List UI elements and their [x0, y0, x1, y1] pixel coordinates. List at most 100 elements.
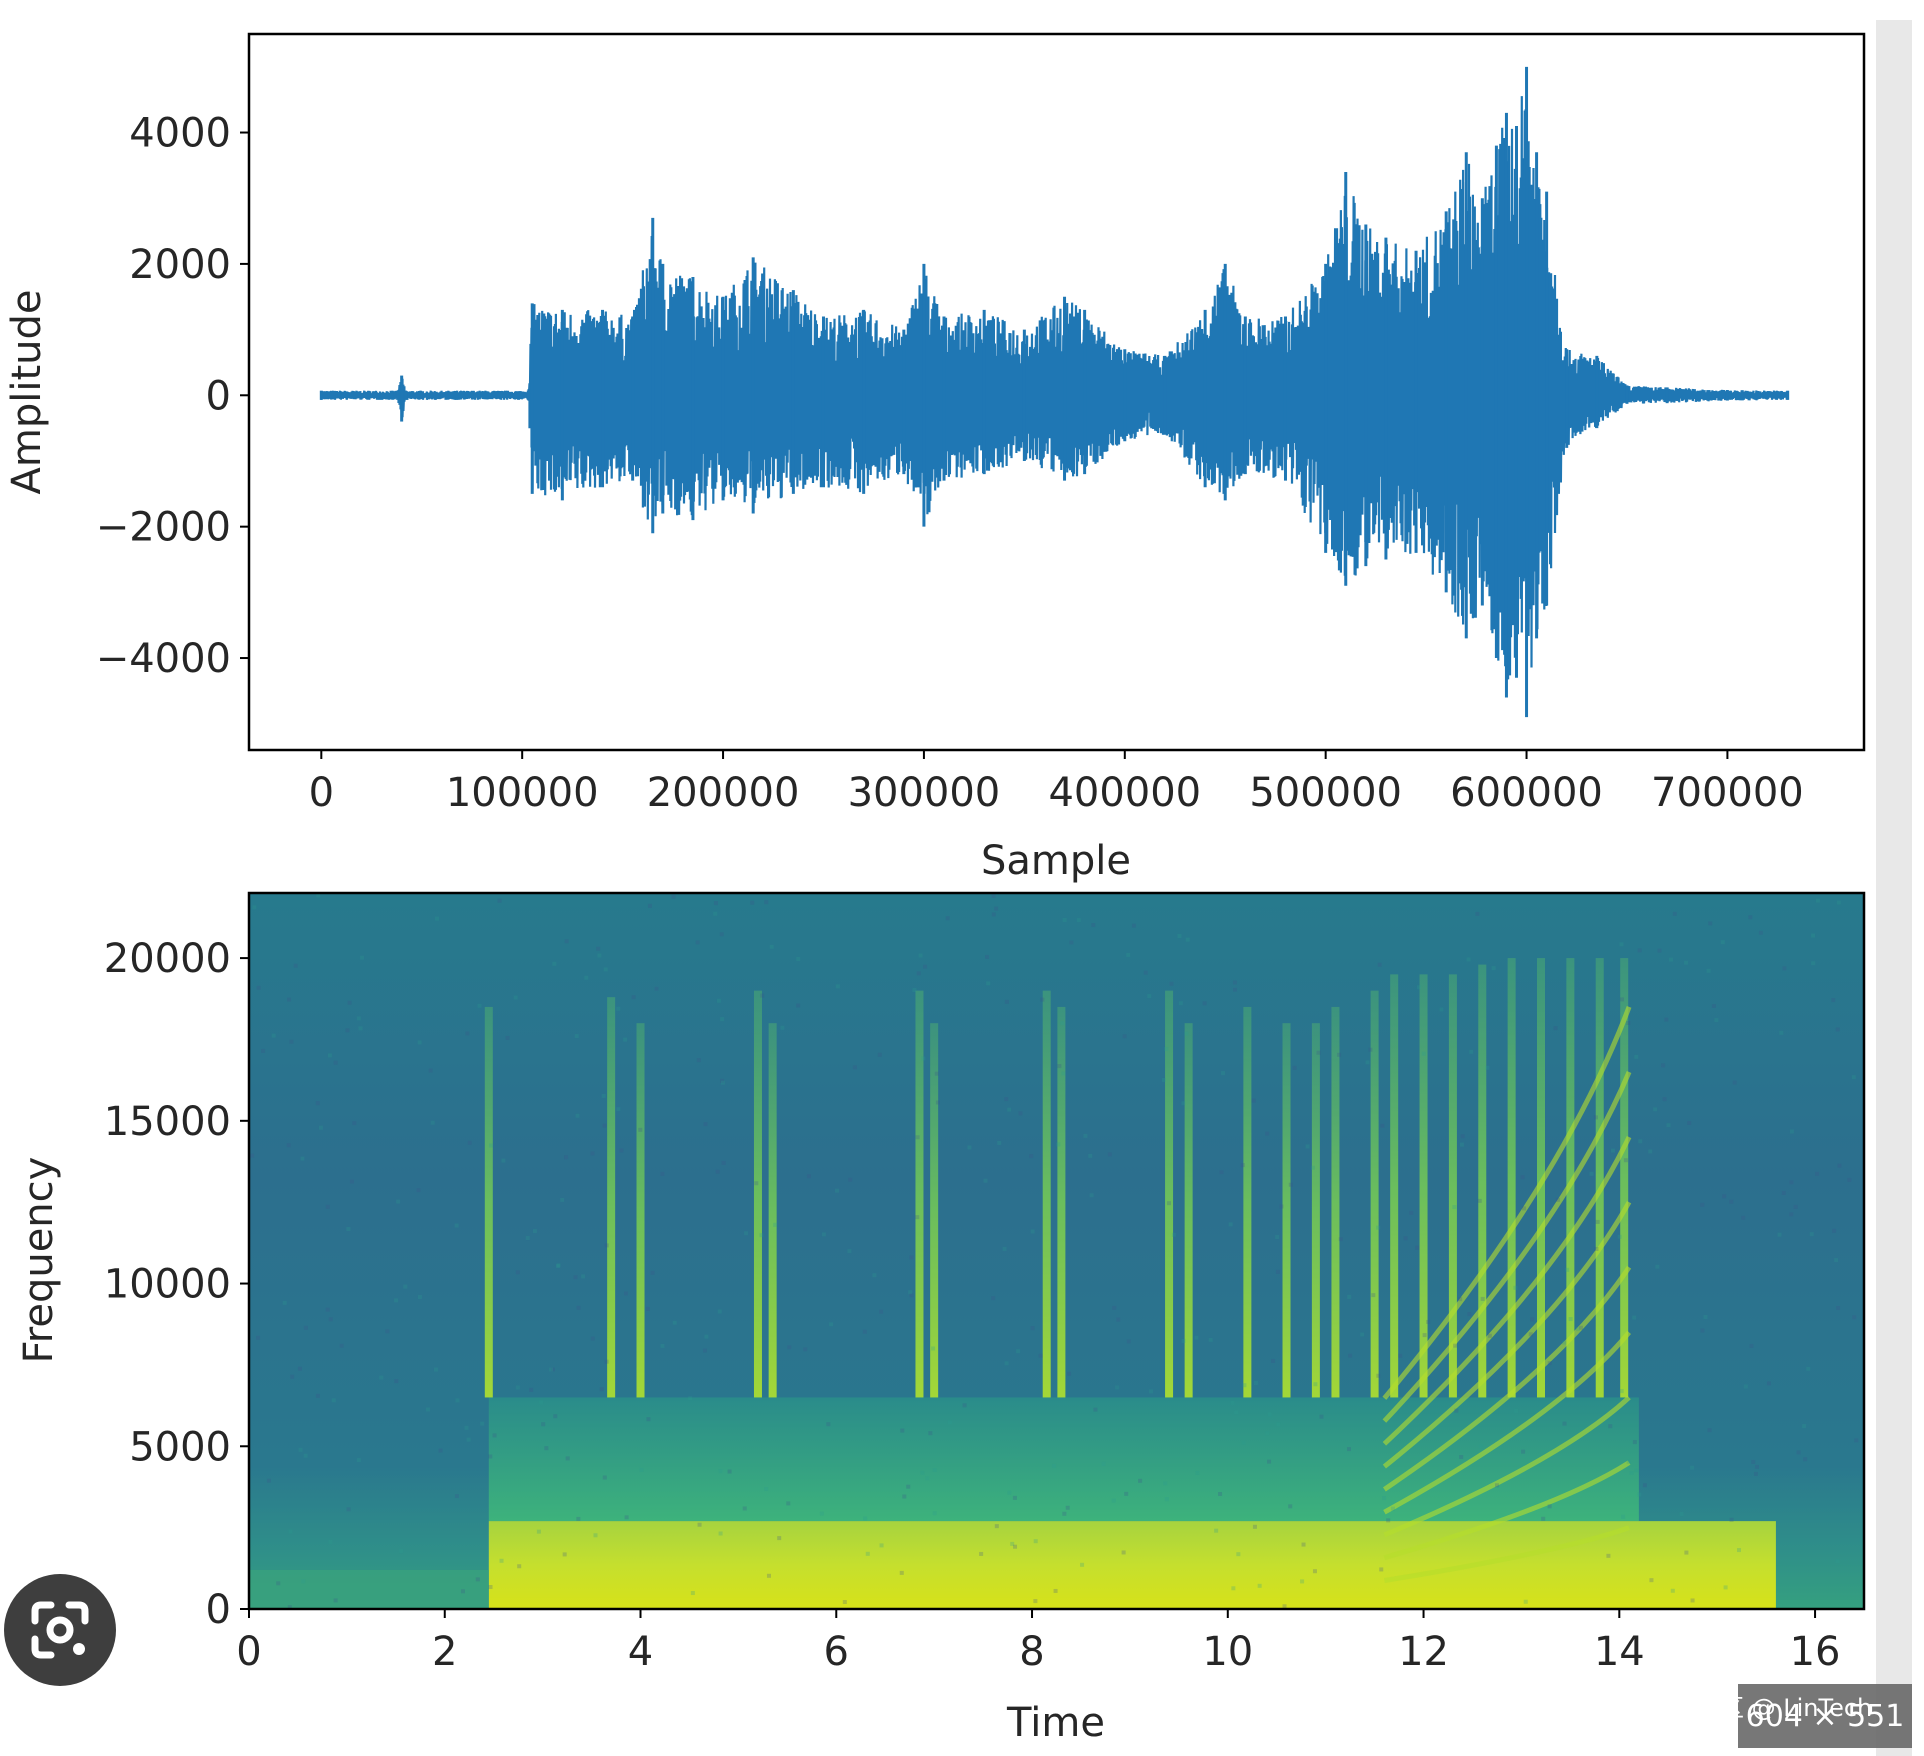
spectrogram-noise [475, 1577, 480, 1582]
spectrogram-noise [1837, 1163, 1842, 1168]
spectrogram-noise [702, 1348, 707, 1353]
spectrogram-noise [1185, 937, 1190, 942]
spectrogram-noise [912, 988, 917, 993]
spectrogram-noise [1789, 1212, 1794, 1217]
spectrogram-noise [1267, 1412, 1272, 1417]
spectrogram-xtick-label: 12 [1398, 1629, 1449, 1675]
spectrogram-harmonic [1382, 1071, 1632, 1423]
spectrogram-harmonic [1382, 1265, 1632, 1492]
spectrogram-event [768, 1023, 777, 1398]
spectrogram-noise [349, 1179, 354, 1184]
spectrogram-event [1537, 958, 1545, 1398]
spectrogram-noise [1796, 1450, 1801, 1455]
spectrogram-noise [1703, 1314, 1708, 1319]
spectrogram-noise [1485, 1065, 1490, 1070]
spectrogram-noise [616, 1006, 621, 1011]
spectrogram-noise [433, 1367, 438, 1372]
spectrogram-noise [1439, 1007, 1444, 1012]
spectrogram-noise [1679, 1512, 1684, 1517]
spectrogram-noise [394, 1298, 399, 1303]
scrollbar-track[interactable] [1876, 20, 1912, 1756]
spectrogram-noise [1169, 981, 1174, 986]
spectrogram-noise [536, 1529, 541, 1534]
spectrogram-noise [1811, 933, 1816, 938]
spectrogram-noise [715, 1169, 720, 1174]
spectrogram-noise [1562, 1421, 1567, 1426]
spectrogram-noise [631, 995, 636, 1000]
spectrogram-noise [599, 1387, 604, 1392]
spectrogram-noise [672, 1320, 677, 1325]
spectrogram-noise [862, 1329, 867, 1334]
spectrogram-noise [1766, 1381, 1771, 1386]
spectrogram-noise [492, 1433, 497, 1438]
spectrogram-noise [1480, 1296, 1485, 1301]
spectrogram-noise [1722, 1194, 1727, 1199]
spectrogram-noise [925, 1476, 930, 1481]
spectrogram-noise [1729, 1199, 1734, 1204]
waveform-ytick-label: 2000 [129, 242, 231, 288]
spectrogram-noise [455, 1398, 460, 1403]
spectrogram-noise [1634, 1054, 1639, 1059]
spectrogram-noise [1453, 1343, 1458, 1348]
spectrogram-noise [1732, 1080, 1737, 1085]
spectrogram-noise [863, 1516, 868, 1521]
spectrogram-noise [1231, 1586, 1236, 1591]
spectrogram-noise [1454, 1408, 1459, 1413]
spectrogram-noise [931, 1346, 936, 1351]
spectrogram-noise [1194, 1335, 1199, 1340]
spectrogram-noise [1687, 1120, 1692, 1125]
spectrogram-noise [945, 916, 950, 921]
spectrogram-noise [256, 1335, 261, 1340]
spectrogram-ytick-label: 20000 [104, 936, 231, 982]
spectrogram-noise [1653, 1107, 1658, 1112]
spectrogram-noise [1089, 1193, 1094, 1198]
spectrogram-noise [1589, 1171, 1594, 1176]
spectrogram-ytick-label: 5000 [129, 1424, 231, 1470]
spectrogram-noise [1809, 1232, 1814, 1237]
spectrogram-xtick-label: 14 [1594, 1629, 1645, 1675]
spectrogram-noise [1729, 1517, 1734, 1522]
spectrogram-event [1390, 974, 1399, 1398]
spectrogram-ylabel: Frequency [16, 1157, 62, 1364]
spectrogram-noise [1382, 1496, 1387, 1501]
spectrogram-noise [660, 1171, 665, 1176]
spectrogram-noise [1300, 1579, 1305, 1584]
spectrogram-noise [760, 993, 765, 998]
spectrogram-noise [1181, 1101, 1186, 1106]
spectrogram-noise [1126, 952, 1131, 957]
waveform-ytick-label: −4000 [96, 636, 231, 682]
spectrogram-noise [256, 985, 261, 990]
spectrogram-noise [1236, 1552, 1241, 1557]
image-search-button[interactable] [4, 1574, 116, 1686]
spectrogram-mid-band [488, 1397, 1639, 1522]
spectrogram-noise [1143, 970, 1148, 975]
spectrogram-noise [1390, 1506, 1395, 1511]
spectrogram-noise [1700, 1202, 1705, 1207]
spectrogram-noise [654, 986, 659, 991]
spectrogram-noise [1007, 1107, 1012, 1112]
spectrogram-event [1311, 1023, 1320, 1398]
spectrogram-noise [962, 1403, 967, 1408]
spectrogram-noise [549, 1367, 554, 1372]
spectrogram-noise [1458, 1297, 1463, 1302]
spectrogram-event [484, 1006, 493, 1398]
spectrogram-noise [488, 1143, 493, 1148]
spectrogram-noise [328, 1539, 333, 1544]
spectrogram-noise [1672, 911, 1677, 916]
spectrogram-noise [1690, 1598, 1695, 1603]
spectrogram-noise [716, 998, 721, 1003]
spectrogram-noise [985, 954, 990, 959]
spectrogram-noise [932, 1467, 937, 1472]
spectrogram-noise [417, 1040, 422, 1045]
spectrogram-event [1165, 990, 1174, 1398]
spectrogram-noise [1835, 1027, 1840, 1032]
spectrogram-noise [1030, 1326, 1035, 1331]
spectrogram-noise [1112, 1305, 1117, 1310]
spectrogram-noise [252, 905, 257, 910]
spectrogram-event [1448, 974, 1457, 1398]
spectrogram-noise [576, 1305, 581, 1310]
waveform-plot [319, 66, 1790, 718]
spectrogram-ytick-label: 0 [206, 1587, 231, 1633]
spectrogram-noise [646, 1417, 651, 1422]
spectrogram-noise [466, 1437, 471, 1442]
